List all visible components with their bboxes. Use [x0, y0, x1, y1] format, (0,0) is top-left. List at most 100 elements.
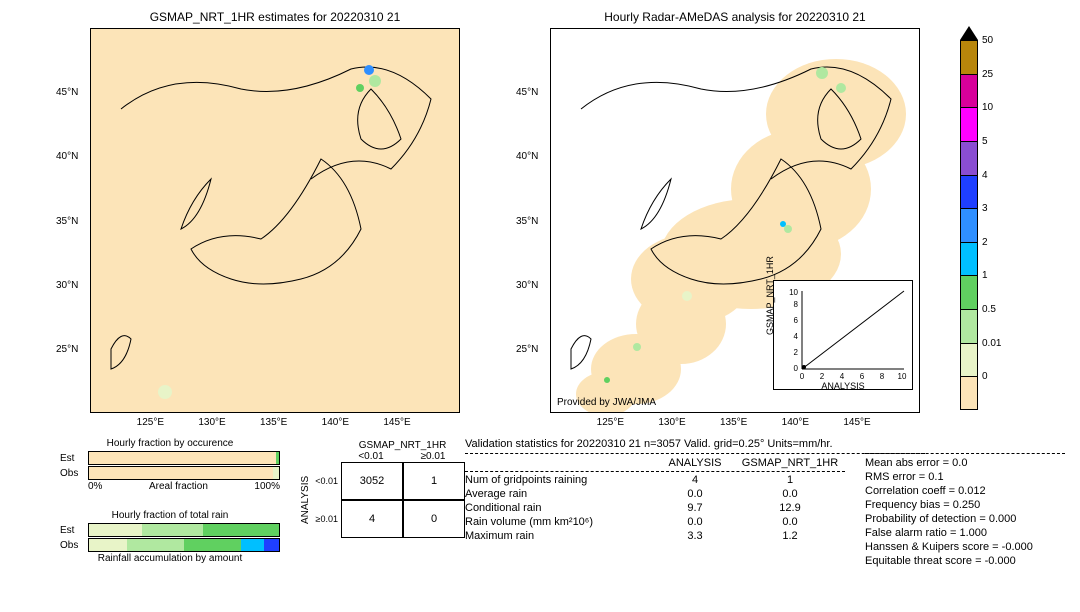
vr-label: Probability of detection = — [865, 513, 986, 525]
colorbar-label-10: 0 — [982, 371, 988, 382]
hbar-occurrence: Hourly fraction by occurence EstObs 0% A… — [60, 438, 280, 492]
vr-label: Hanssen & Kuipers score = — [865, 541, 999, 553]
svg-text:6: 6 — [860, 372, 865, 381]
colorbar-label-9: 0.01 — [982, 338, 1001, 349]
validation-right: Mean abs error = 0.0RMS error = 0.1Corre… — [865, 453, 1065, 569]
cont-col0: <0.01 — [340, 451, 402, 462]
colorbar-label-2: 10 — [982, 102, 993, 113]
colorbar-seg-1 — [960, 74, 978, 108]
colorbar-seg-7 — [960, 275, 978, 309]
svg-text:4: 4 — [840, 372, 845, 381]
svg-text:10: 10 — [789, 288, 798, 297]
val-v2: 12.9 — [735, 502, 845, 514]
colorbar-label-1: 25 — [982, 69, 993, 80]
cont-row0: <0.01 — [311, 476, 341, 486]
hbar-seg — [184, 539, 241, 551]
hbar-occ-xl: 0% — [88, 481, 102, 492]
rain-spot — [604, 377, 610, 383]
val-v1: 0.0 — [655, 488, 735, 500]
colorbar: 502510543210.50.010 — [960, 26, 978, 410]
hbar-seg — [89, 539, 127, 551]
hbar-row-label: Est — [60, 453, 88, 464]
validation-block: Validation statistics for 20220310 21 n=… — [465, 438, 925, 544]
svg-text:8: 8 — [794, 300, 799, 309]
val-h2: GSMAP_NRT_1HR — [735, 457, 845, 469]
colorbar-seg-10 — [960, 376, 978, 410]
rain-spot — [682, 291, 692, 301]
val-v1: 3.3 — [655, 530, 735, 542]
inset-xlabel: ANALYSIS — [774, 381, 912, 391]
validation-title: Validation statistics for 20220310 21 n=… — [465, 438, 925, 450]
vr-label: RMS error = — [865, 471, 925, 483]
xtick: 125°E — [597, 417, 624, 428]
colorbar-label-0: 50 — [982, 35, 993, 46]
val-v2: 0.0 — [735, 516, 845, 528]
rain-spot — [364, 65, 374, 75]
validation-row: Average rain0.00.0 — [465, 488, 925, 500]
val-label: Conditional rain — [465, 502, 655, 514]
colorbar-triangle — [960, 26, 978, 40]
xtick: 135°E — [720, 417, 747, 428]
val-v2: 0.0 — [735, 488, 845, 500]
cont-col1: ≥0.01 — [402, 451, 464, 462]
hbar-seg — [276, 452, 279, 464]
colorbar-seg-9 — [960, 343, 978, 377]
validation-right-row: Probability of detection = 0.000 — [865, 513, 1065, 525]
val-label: Average rain — [465, 488, 655, 500]
cont-col-top: GSMAP_NRT_1HR — [340, 440, 465, 451]
hbar-occ-xc: Areal fraction — [149, 481, 208, 492]
vr-label: Frequency bias = — [865, 499, 950, 511]
colorbar-label-3: 5 — [982, 136, 988, 147]
cont-cell-01: 1 — [403, 462, 465, 500]
rain-spot — [784, 225, 792, 233]
ytick: 45°N — [56, 87, 78, 98]
validation-right-row: False alarm ratio = 1.000 — [865, 527, 1065, 539]
svg-text:6: 6 — [794, 316, 799, 325]
colorbar-label-8: 0.5 — [982, 304, 996, 315]
ytick: 30°N — [516, 280, 538, 291]
vr-val: 0.0 — [952, 457, 967, 469]
colorbar-label-5: 3 — [982, 203, 988, 214]
vr-val: 0.000 — [989, 513, 1017, 525]
validation-right-row: Equitable threat score = -0.000 — [865, 555, 1065, 567]
hbar-bar — [88, 523, 280, 537]
validation-right-row: Mean abs error = 0.0 — [865, 457, 1065, 469]
hbar-bar — [88, 466, 280, 480]
val-label: Num of gridpoints raining — [465, 474, 655, 486]
svg-text:2: 2 — [820, 372, 825, 381]
rain-spot — [369, 75, 381, 87]
val-v2: 1 — [735, 474, 845, 486]
val-label: Rain volume (mm km²10⁶) — [465, 516, 655, 528]
colorbar-seg-8 — [960, 309, 978, 343]
vr-val: 0.1 — [928, 471, 943, 483]
hbar-row-label: Est — [60, 525, 88, 536]
colorbar-label-7: 1 — [982, 270, 988, 281]
svg-text:0: 0 — [794, 364, 799, 373]
svg-text:10: 10 — [898, 372, 907, 381]
ytick: 35°N — [516, 216, 538, 227]
hbar-tot-footer: Rainfall accumulation by amount — [60, 553, 280, 564]
colorbar-seg-0 — [960, 40, 978, 74]
xtick: 145°E — [843, 417, 870, 428]
colorbar-seg-4 — [960, 175, 978, 209]
hbar-seg — [89, 467, 273, 479]
inset-scatter: 0 2 4 6 8 10 0 2 4 6 8 10 ANALYSIS — [773, 280, 913, 390]
colorbar-label-4: 4 — [982, 170, 988, 181]
hbar-totalrain: Hourly fraction of total rain EstObs Rai… — [60, 510, 280, 566]
val-v1: 9.7 — [655, 502, 735, 514]
vr-val: -0.000 — [1002, 541, 1033, 553]
colorbar-label-6: 2 — [982, 237, 988, 248]
xtick: 130°E — [198, 417, 225, 428]
rain-spot — [158, 385, 172, 399]
rain-spot — [836, 83, 846, 93]
hbar-seg — [89, 452, 276, 464]
xtick: 140°E — [782, 417, 809, 428]
xtick: 125°E — [137, 417, 164, 428]
hbar-row-label: Obs — [60, 540, 88, 551]
validation-right-row: Hanssen & Kuipers score = -0.000 — [865, 541, 1065, 553]
hbar-seg — [127, 539, 184, 551]
val-v1: 0.0 — [655, 516, 735, 528]
val-h1: ANALYSIS — [655, 457, 735, 469]
ytick: 45°N — [516, 87, 538, 98]
xtick: 140°E — [322, 417, 349, 428]
